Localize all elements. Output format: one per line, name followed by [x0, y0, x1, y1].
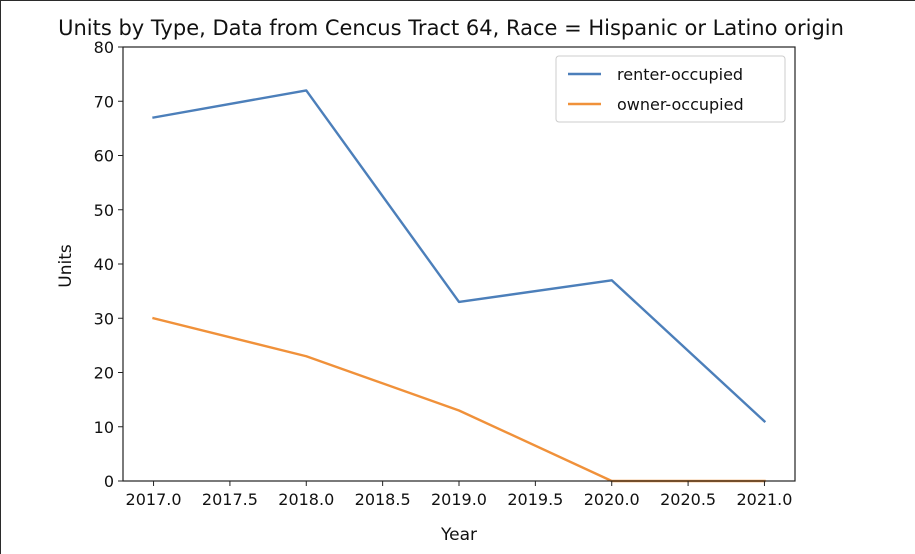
series-line-owner-occupied — [152, 316, 766, 483]
y-tick-label: 0 — [104, 472, 114, 491]
legend-label-owner-occupied: owner-occupied — [617, 95, 744, 114]
y-tick-label: 10 — [94, 418, 114, 437]
series-line-renter-occupied — [152, 89, 767, 424]
y-tick-label: 80 — [94, 38, 114, 57]
y-tick-label: 70 — [94, 92, 114, 111]
x-tick-label: 2017.0 — [126, 490, 182, 509]
x-tick-label: 2020.0 — [584, 490, 640, 509]
x-tick-label: 2019.0 — [431, 490, 487, 509]
chart-title: Units by Type, Data from Cencus Tract 64… — [58, 16, 844, 40]
x-tick-label: 2020.5 — [660, 490, 716, 509]
y-tick-label: 50 — [94, 201, 114, 220]
y-tick-label: 60 — [94, 147, 114, 166]
x-tick-label: 2021.0 — [736, 490, 792, 509]
y-tick-label: 30 — [94, 309, 114, 328]
legend-label-renter-occupied: renter-occupied — [617, 65, 743, 84]
y-tick-label: 40 — [94, 255, 114, 274]
x-axis-label: Year — [440, 525, 477, 545]
plot-area: 2017.0 2017.5 2018.0 2018.5 2019.0 2019.5 2020… — [94, 38, 796, 509]
y-tick-label: 20 — [94, 364, 114, 383]
x-tick-label: 2019.5 — [507, 490, 563, 509]
legend-box — [555, 55, 786, 123]
legend: renter-occupied owner-occupied — [555, 55, 786, 123]
x-tick-label: 2017.5 — [202, 490, 258, 509]
y-axis-label: Units — [56, 244, 76, 288]
x-tick-label: 2018.0 — [278, 490, 334, 509]
x-tick-label: 2018.5 — [355, 490, 411, 509]
